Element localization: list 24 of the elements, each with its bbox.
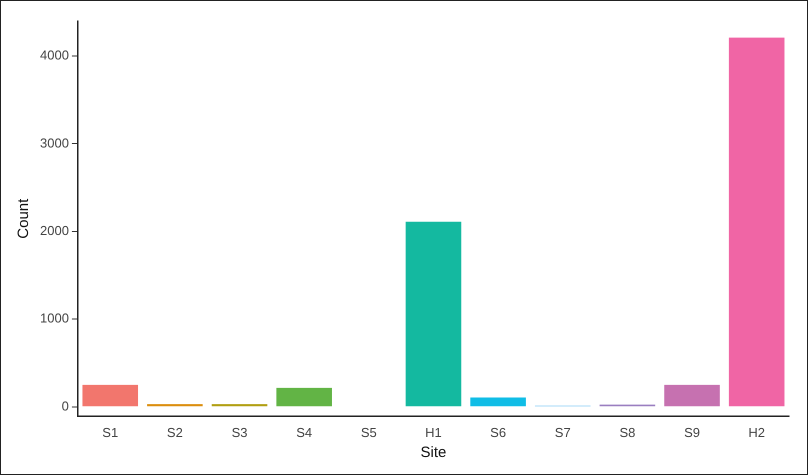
x-tick-label: S7: [554, 424, 571, 440]
y-tick-label: 3000: [40, 135, 69, 150]
x-tick-label: S5: [360, 424, 377, 440]
x-axis-title: Site: [420, 444, 446, 462]
x-tick-label: S6: [490, 424, 506, 440]
x-tick-label: S2: [166, 424, 183, 440]
bar: [82, 384, 138, 406]
x-tick-label: H1: [425, 424, 442, 440]
y-tick-label: 1000: [40, 310, 69, 326]
y-axis-title: Count: [15, 198, 32, 239]
x-tick-label: H2: [748, 424, 765, 440]
bar: [406, 222, 462, 406]
x-tick-label: S9: [684, 424, 700, 440]
x-tick-label: S1: [102, 424, 118, 440]
bar: [470, 398, 526, 406]
bar: [664, 384, 720, 406]
bar: [276, 388, 332, 406]
bar: [728, 38, 784, 406]
y-tick-label: 0: [62, 398, 69, 414]
y-tick-label: 4000: [40, 48, 69, 63]
x-tick-label: S4: [296, 424, 312, 440]
y-tick-label: 2000: [40, 222, 69, 238]
x-tick-label: S8: [619, 424, 636, 440]
x-tick-label: S3: [232, 424, 248, 440]
